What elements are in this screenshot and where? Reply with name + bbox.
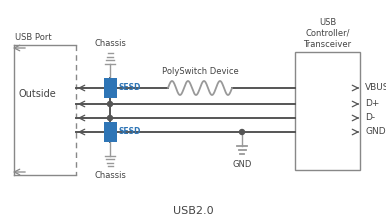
Circle shape	[107, 101, 112, 106]
Text: PolySwitch Device: PolySwitch Device	[162, 67, 239, 76]
Text: D-: D-	[365, 114, 375, 123]
Bar	[295, 52, 360, 170]
Text: VBUS: VBUS	[365, 84, 386, 93]
Text: USB2.0: USB2.0	[173, 206, 213, 216]
Bar	[103, 122, 117, 142]
Text: SESD: SESD	[119, 127, 141, 136]
Text: USB
Controller/
Transceiver: USB Controller/ Transceiver	[303, 18, 352, 49]
Text: Chassis: Chassis	[94, 39, 126, 49]
Text: GND: GND	[365, 127, 386, 136]
Text: GND: GND	[232, 160, 252, 169]
Bar	[103, 78, 117, 98]
Text: SESD: SESD	[119, 84, 141, 93]
Text: USB Port: USB Port	[15, 33, 52, 42]
Text: Outside: Outside	[19, 89, 56, 99]
Text: D+: D+	[365, 99, 379, 108]
Text: Chassis: Chassis	[94, 172, 126, 181]
Circle shape	[239, 129, 244, 134]
Circle shape	[107, 116, 112, 121]
